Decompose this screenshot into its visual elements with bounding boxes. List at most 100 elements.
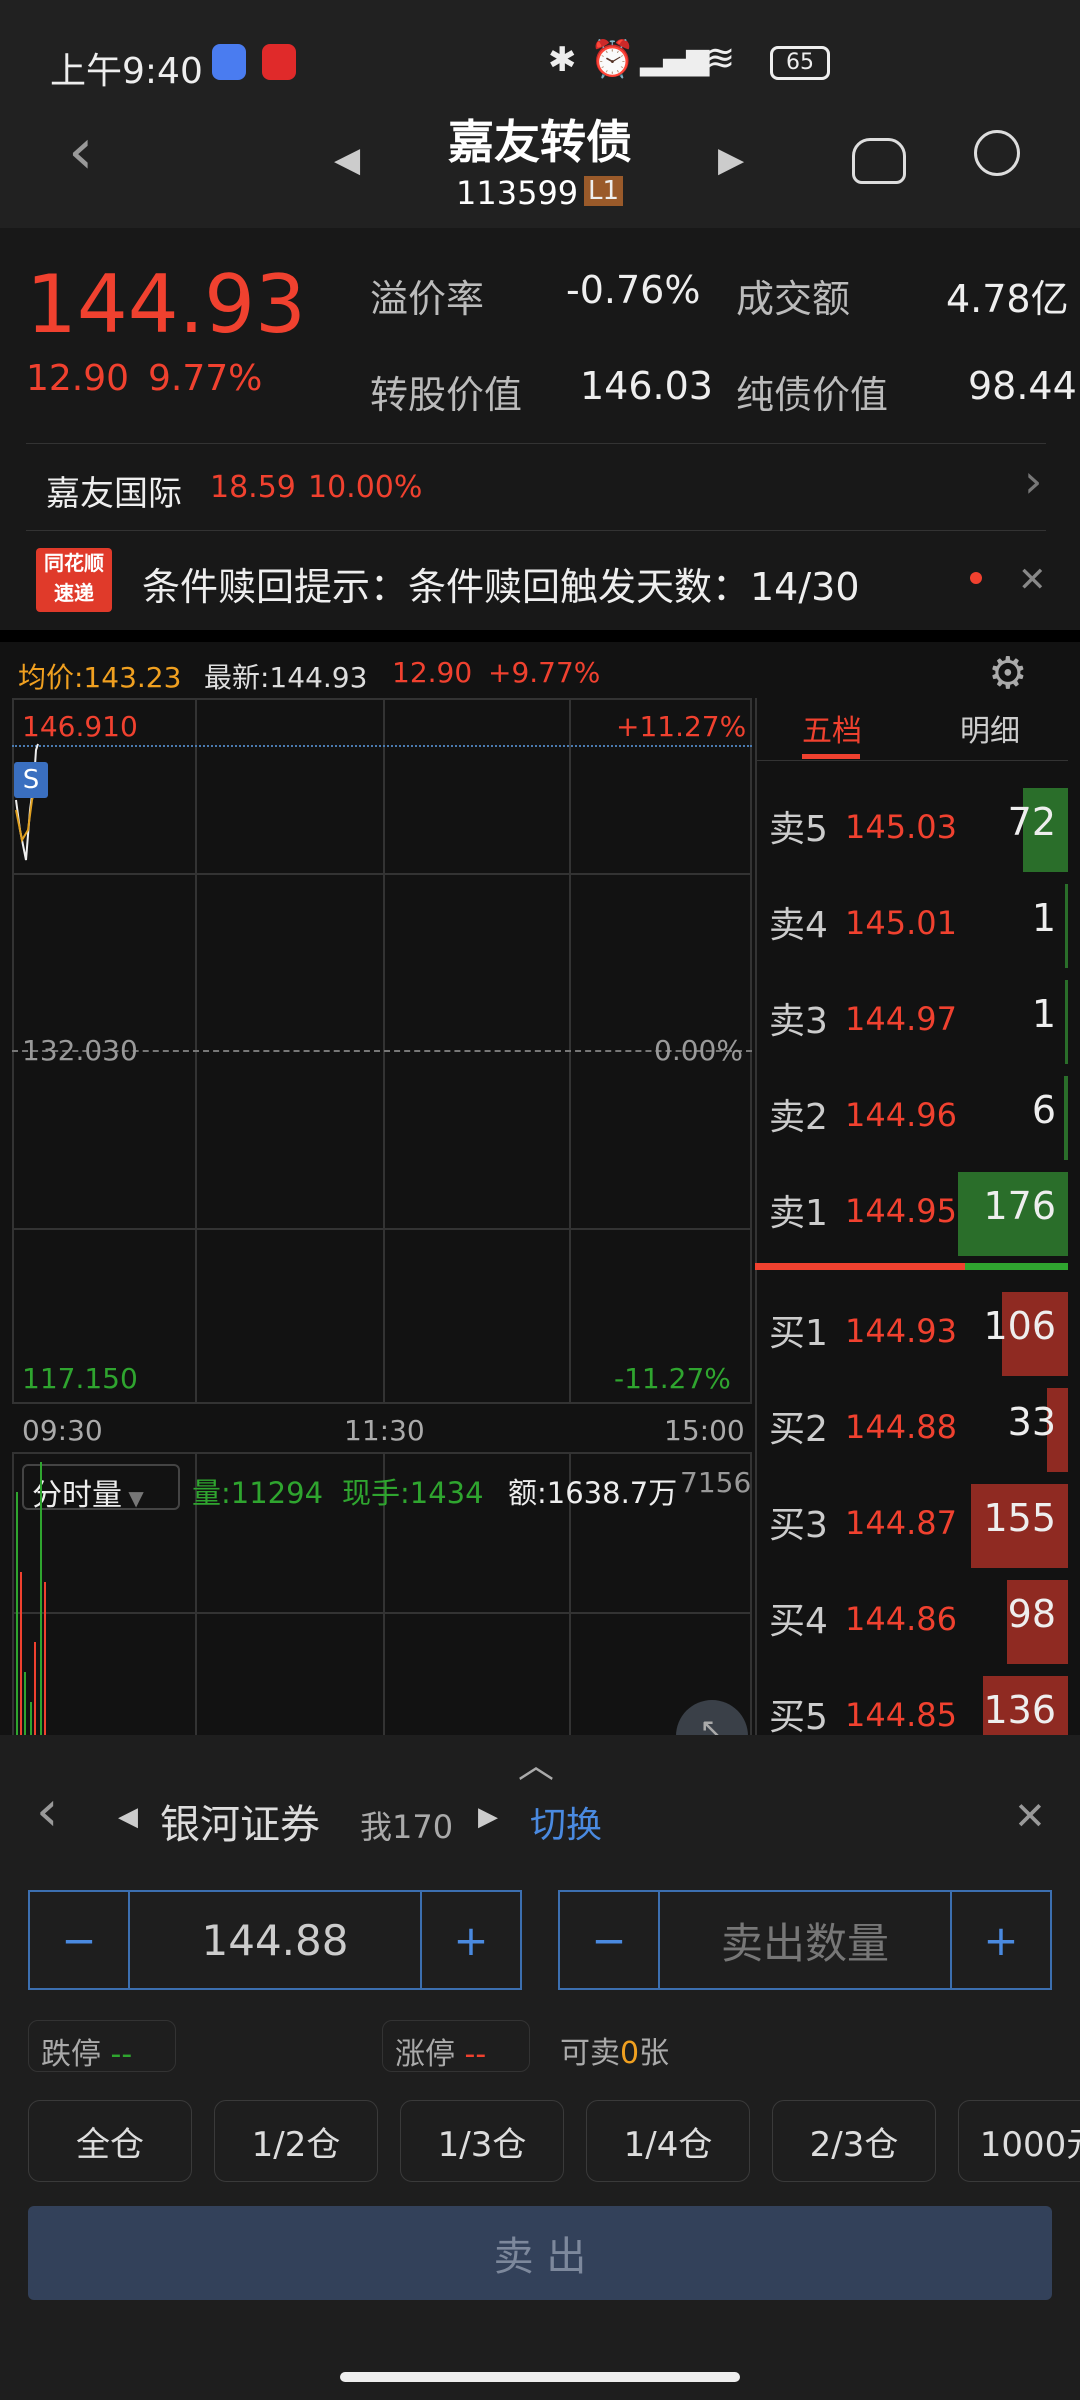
volume-type-dropdown[interactable]: 分时量 ▼ [22,1464,180,1513]
price-stepper[interactable]: − 144.88 + [28,1890,522,1990]
latest-price: 最新:144.93 [204,661,368,694]
close-trade-icon[interactable]: ✕ [1014,1794,1046,1838]
level-price: 144.85 [845,1696,957,1734]
level-price: 144.96 [845,1096,957,1134]
quantity-stepper[interactable]: − 卖出数量 + [558,1890,1052,1990]
signal-icon: ▂▄▆ [640,42,710,77]
volume-bars [16,1462,46,1735]
search-icon[interactable] [974,130,1020,176]
bid-row[interactable]: 买2 144.88 33 [755,1378,1068,1472]
position-button[interactable]: 1/4仓 [586,2100,750,2182]
alert-text[interactable]: 条件赎回提示：条件赎回触发天数：14/30 [142,565,860,609]
level-price: 144.95 [845,1192,957,1230]
position-button[interactable]: 全仓 [28,2100,192,2182]
ask-row[interactable]: 卖4 145.01 1 [755,874,1068,968]
underlying-stock-row[interactable]: 嘉友国际 18.59 10.00% › [0,444,1080,530]
volume-bar [971,1484,1068,1568]
level-price: 144.93 [845,1312,957,1350]
sell-button[interactable]: 卖 出 [28,2206,1052,2300]
close-alert-icon[interactable]: ✕ [1018,560,1047,600]
level-price: 144.97 [845,1000,957,1038]
current-hand: 现手:1434 [342,1476,484,1510]
price-line [15,743,39,861]
level-label: 卖4 [769,905,828,946]
app-notification-icon [212,44,246,80]
chart-low-price: 117.150 [22,1362,138,1395]
next-stock-icon[interactable]: ▶ [718,140,745,180]
price-change-pct: 9.77% [148,358,263,399]
level-volume: 106 [983,1304,1056,1348]
back-icon[interactable]: ‹ [68,115,94,189]
ask-row[interactable]: 卖2 144.96 6 [755,1066,1068,1160]
limit-down-button[interactable]: 跌停 -- [28,2020,176,2072]
tab-five-levels[interactable]: 五档 [802,714,862,749]
volume-scale: 7156 [680,1466,752,1499]
sellable-quantity: 可卖0张 [560,2036,670,2071]
ask-row[interactable]: 卖3 144.97 1 [755,970,1068,1064]
position-button[interactable]: 2/3仓 [772,2100,936,2182]
level-volume: 72 [1007,800,1056,844]
price-change: 12.90 [26,358,130,399]
underlying-name: 嘉友国际 [46,474,182,514]
turnover-label: 成交额 [736,277,851,321]
qty-minus-button[interactable]: − [560,1892,660,1988]
bond-value: 98.44 [968,364,1077,408]
next-account-icon[interactable]: ▶ [478,1802,498,1832]
back-icon[interactable]: ‹ [36,1779,59,1844]
position-button[interactable]: 1/2仓 [214,2100,378,2182]
level-label: 买5 [769,1697,828,1738]
ask-row[interactable]: 卖5 145.03 72 [755,778,1068,872]
bluetooth-icon: ✱ [548,40,577,80]
status-time: 上午9:40 [50,51,203,92]
limit-up-button[interactable]: 涨停 -- [382,2020,530,2072]
price-minus-button[interactable]: − [30,1892,130,1988]
bid-row[interactable]: 买1 144.93 106 [755,1282,1068,1376]
volume-bar [1007,1580,1068,1664]
level-volume: 6 [1031,1088,1056,1132]
underlying-pct: 10.00% [308,470,423,505]
level-price: 144.86 [845,1600,957,1638]
account-name: 我170 [360,1808,454,1846]
expand-up-icon[interactable]: ︿ [518,1745,555,1786]
robot-assistant-icon[interactable] [852,138,906,184]
level-volume: 155 [983,1496,1056,1540]
premium-label: 溢价率 [370,277,485,321]
quantity-input[interactable]: 卖出数量 [720,1918,889,1968]
level-label: 买4 [769,1601,828,1642]
chevron-right-icon: › [1024,454,1043,508]
level-volume: 1 [1031,896,1056,940]
sell-marker[interactable]: S [14,762,48,798]
stock-title: 嘉友转债 [448,115,632,169]
volume-bar [1002,1292,1068,1376]
bid-row[interactable]: 买3 144.87 155 [755,1474,1068,1568]
switch-account-link[interactable]: 切换 [530,1805,603,1846]
level-volume: 136 [983,1688,1056,1732]
home-indicator[interactable] [340,2372,740,2382]
bid-row[interactable]: 买4 144.86 98 [755,1570,1068,1664]
settings-gear-icon[interactable]: ⚙ [988,648,1028,699]
time-label: 11:30 [344,1414,425,1447]
qty-plus-button[interactable]: + [950,1892,1050,1988]
position-button[interactable]: 1/3仓 [400,2100,564,2182]
prev-stock-icon[interactable]: ◀ [334,140,361,180]
last-price: 144.93 [26,258,306,351]
price-plus-button[interactable]: + [420,1892,520,1988]
level-label: 买1 [769,1313,828,1354]
volume-bar [1023,788,1068,872]
position-button[interactable]: 1000元 [958,2100,1080,2182]
price-input[interactable]: 144.88 [201,1915,349,1965]
level-volume: 33 [1007,1400,1056,1444]
prev-account-icon[interactable]: ◀ [118,1802,138,1832]
chart-change: 12.90 [392,656,473,689]
level-label: 卖5 [769,809,828,850]
volume-bar [1064,1076,1068,1160]
volume-chart [12,1452,752,1736]
ask-row[interactable]: 卖1 144.95 176 [755,1162,1068,1256]
chart-mid-pct: 0.00% [654,1034,743,1067]
chart-mid-price: 132.030 [22,1034,138,1067]
tab-details[interactable]: 明细 [960,714,1020,749]
volume-bar [1047,1388,1068,1472]
level-label: 买3 [769,1505,828,1546]
level-label: 买2 [769,1409,828,1450]
level-price: 144.88 [845,1408,957,1446]
